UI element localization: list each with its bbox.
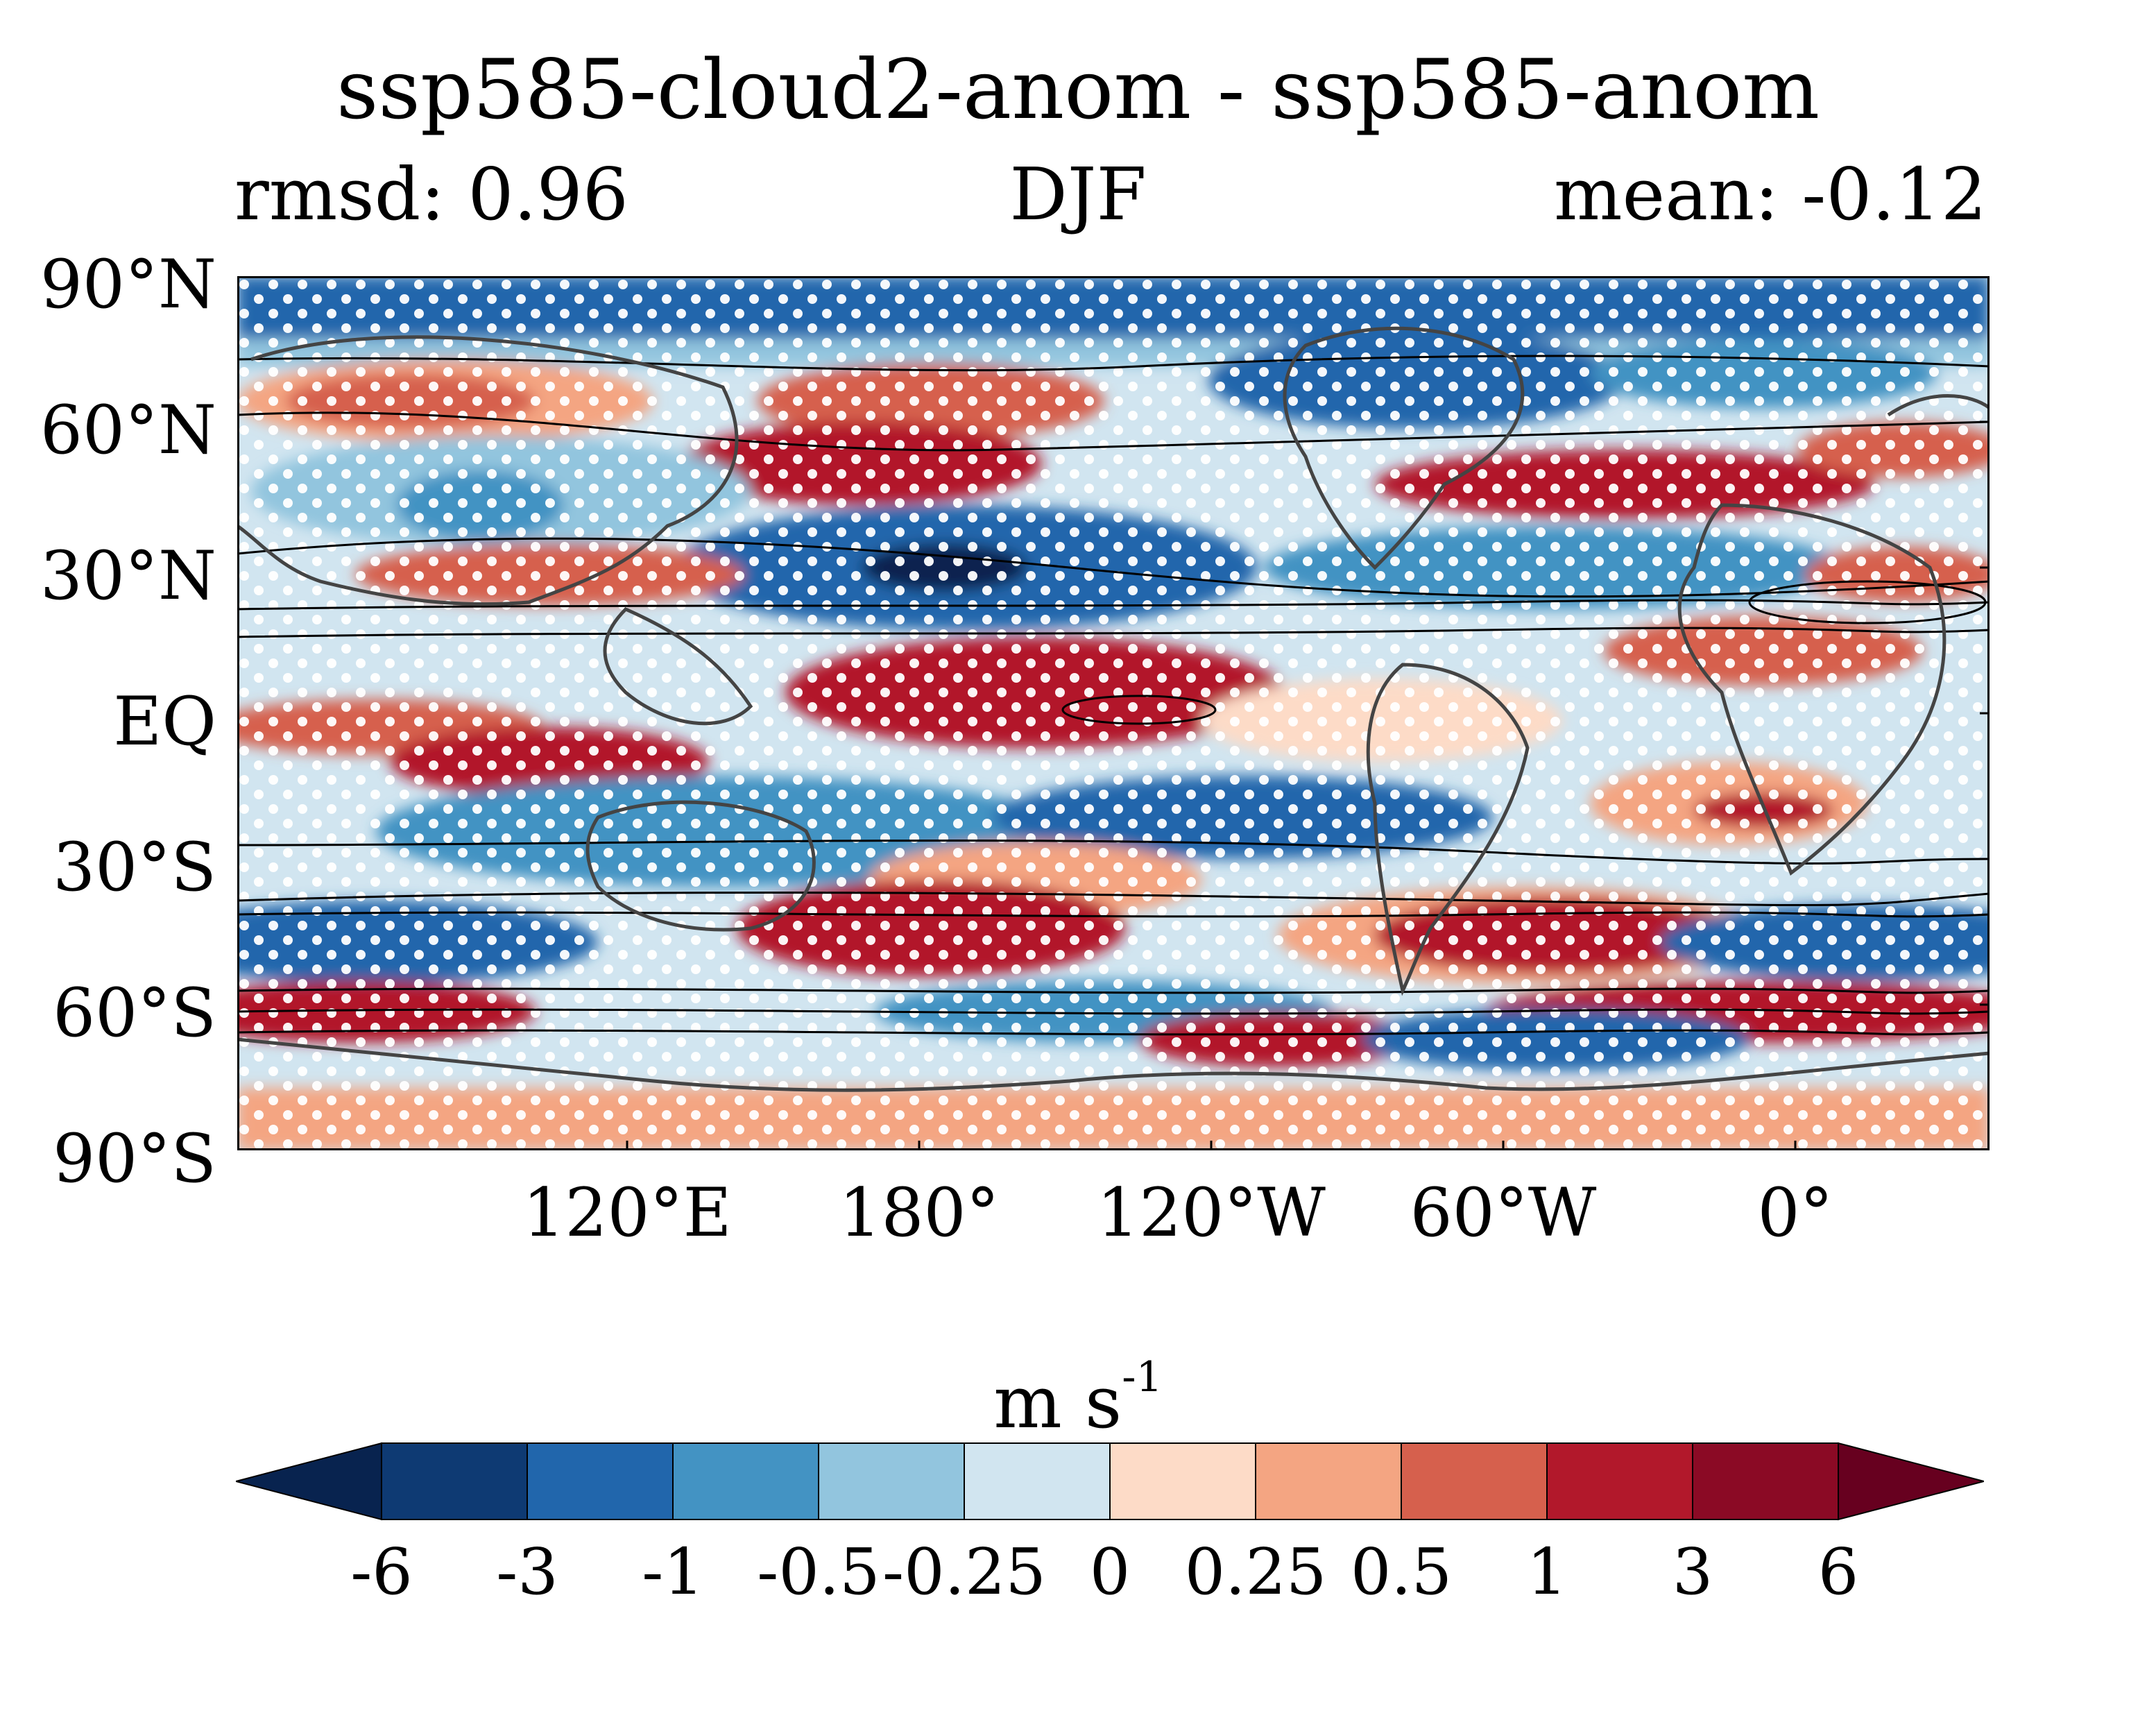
colorbar-tick-label: 0.25 — [1184, 1535, 1327, 1609]
lon-label-0: 0° — [1757, 1174, 1833, 1252]
lat-label-90s: 90°S — [53, 1120, 216, 1198]
colorbar-segment — [1255, 1442, 1402, 1520]
anomaly-map — [237, 276, 1990, 1150]
colorbar-tick-label: -6 — [350, 1535, 413, 1609]
colorbar-tick-label: -1 — [642, 1535, 704, 1609]
lon-label-60w: 60°W — [1410, 1174, 1597, 1252]
lat-label-30s: 30°S — [53, 828, 216, 906]
colorbar-segment — [964, 1442, 1111, 1520]
colorbar-tick-label: 3 — [1672, 1535, 1713, 1609]
lat-label-eq: EQ — [113, 683, 216, 760]
axis-ticks — [626, 420, 1990, 1150]
colorbar-unit-text: m s — [993, 1360, 1122, 1445]
colorbar-segment — [818, 1442, 965, 1520]
colorbar-tick-label: 0.5 — [1350, 1535, 1453, 1609]
colorbar-segment — [1692, 1442, 1839, 1520]
colorbar-tick-label: 0 — [1089, 1535, 1131, 1609]
colorbar-tick-label: 6 — [1817, 1535, 1859, 1609]
colorbar-segment — [1401, 1442, 1548, 1520]
rmsd-label: rmsd: 0.96 — [234, 152, 628, 237]
colorbar-unit-exponent: -1 — [1122, 1353, 1163, 1402]
lon-label-120e: 120°E — [522, 1174, 732, 1252]
colorbar-extend-min — [236, 1442, 382, 1521]
lat-label-30n: 30°N — [40, 537, 216, 615]
coastlines — [237, 326, 1990, 1092]
colorbar-tick-label: -0.25 — [882, 1535, 1046, 1609]
lat-label-60s: 60°S — [53, 974, 216, 1052]
lat-label-60n: 60°N — [40, 391, 216, 469]
colorbar-segment — [381, 1442, 528, 1520]
colorbar-segment — [1109, 1442, 1256, 1520]
colorbar-segment — [672, 1442, 819, 1520]
lat-label-90n: 90°N — [40, 246, 216, 323]
map-title: ssp585-cloud2-anom - ssp585-anom — [336, 42, 1820, 137]
climatology-contours — [237, 355, 1990, 1036]
lon-label-180: 180° — [839, 1174, 1000, 1252]
lon-label-120w: 120°W — [1097, 1174, 1326, 1252]
colorbar-segment — [1546, 1442, 1693, 1520]
season-label: DJF — [1009, 152, 1147, 237]
colorbar — [236, 1442, 1984, 1521]
colorbar-tick-label: 1 — [1526, 1535, 1568, 1609]
colorbar-segment — [527, 1442, 674, 1520]
colorbar-tick-label: -3 — [496, 1535, 558, 1609]
colorbar-segments — [236, 1442, 1984, 1521]
colorbar-extend-max — [1838, 1442, 1984, 1521]
colorbar-tick-label: -0.5 — [757, 1535, 880, 1609]
mean-label: mean: -0.12 — [1554, 152, 1987, 237]
colorbar-unit-label: m s-1 — [0, 1353, 2156, 1445]
